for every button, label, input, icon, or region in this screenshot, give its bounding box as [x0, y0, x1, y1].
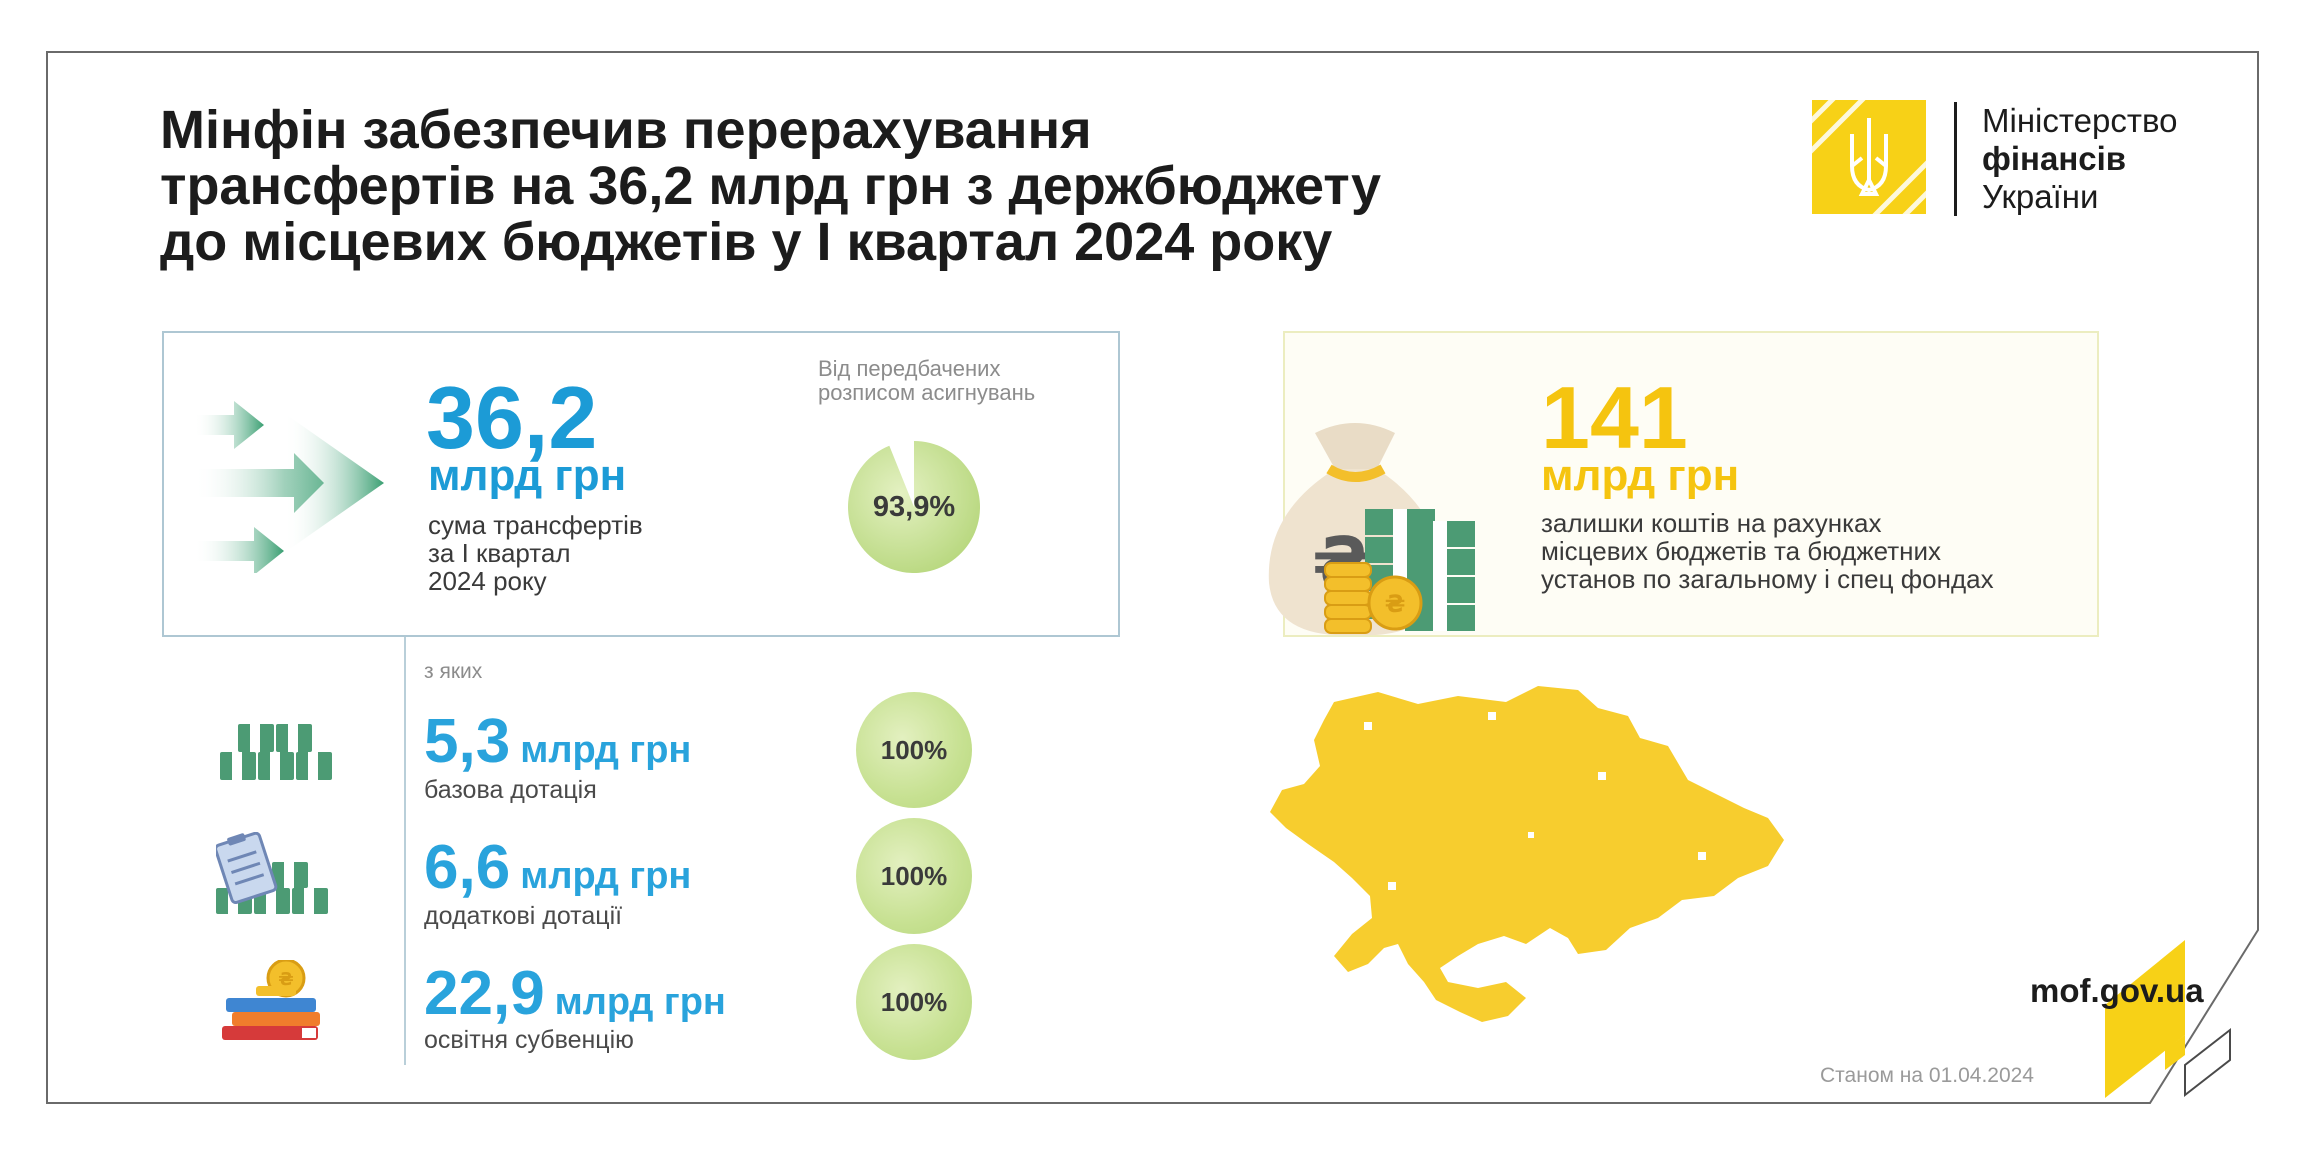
balances-value: 141	[1541, 368, 1688, 467]
execution-pie-chart	[848, 441, 981, 573]
money-stacks-icon	[220, 724, 332, 780]
local-balances-card: ₴ ₴ 141 млрд грн залишки коштів на рахун…	[1268, 331, 2099, 637]
description-line: 2024 року	[428, 566, 547, 596]
execution-percent-label: 93,9%	[872, 491, 956, 523]
additional-grants-label: додаткові дотації	[424, 902, 623, 930]
value-unit: млрд грн	[520, 855, 692, 897]
additional-grants-percent-badge: 100%	[856, 818, 972, 934]
corner-outline	[2184, 1027, 2231, 1098]
svg-text:₴: ₴	[278, 969, 293, 990]
value-number: 5,3	[424, 707, 511, 776]
value-unit: млрд грн	[520, 729, 692, 771]
description-line: за I квартал	[428, 538, 571, 568]
corner-accent-small	[2165, 1035, 2185, 1070]
trident-emblem-icon	[1812, 100, 1926, 214]
page-title: Мінфін забезпечив перерахування трансфер…	[160, 102, 1560, 270]
total-transfers-unit: млрд грн	[428, 451, 627, 500]
as-of-date: Станом на 01.04.2024	[1820, 1064, 2034, 1087]
value-number: 22,9	[424, 959, 545, 1028]
transfers-summary-card: 36,2 млрд грн сума трансфертів за I квар…	[162, 331, 1120, 637]
logo-line-3: України	[1982, 178, 2099, 215]
basic-grant-percent-badge: 100%	[856, 692, 972, 808]
of-which-label: з яких	[424, 660, 483, 683]
description-line: установ по загальному і спец фондах	[1541, 564, 1994, 594]
ukraine-map-icon	[1270, 686, 1784, 1022]
svg-text:₴: ₴	[1385, 590, 1406, 618]
basic-grant-value: 5,3 млрд грн	[424, 706, 691, 777]
note-line: розписом асигнувань	[818, 380, 1036, 405]
balances-description: залишки коштів на рахунках місцевих бюдж…	[1541, 509, 2081, 593]
additional-grants-value: 6,6 млрд грн	[424, 832, 691, 903]
total-transfers-description: сума трансфертів за I квартал 2024 року	[428, 511, 728, 595]
money-bag-icon: ₴ ₴	[1268, 423, 1475, 636]
title-line: до місцевих бюджетів у I квартал 2024 ро…	[160, 212, 1333, 272]
corner-accent	[2105, 940, 2185, 1098]
arrows-icon	[194, 401, 384, 573]
education-subvention-percent-badge: 100%	[856, 944, 972, 1060]
description-line: сума трансфертів	[428, 510, 643, 540]
ministry-logo[interactable]: Міністерство фінансів України	[1812, 100, 2232, 220]
basic-grant-label: базова дотація	[424, 776, 597, 804]
books-coin-icon: ₴	[222, 960, 320, 1040]
allocation-reference-note: Від передбачених розписом асигнувань	[818, 357, 1098, 405]
website-link[interactable]: mof.gov.ua	[2030, 972, 2204, 1009]
title-line: Мінфін забезпечив перерахування	[160, 100, 1092, 160]
breakdown-divider	[404, 637, 406, 1065]
logo-line-2: фінансів	[1982, 140, 2127, 177]
logo-divider	[1954, 102, 1957, 216]
education-subvention-label: освітня субвенцію	[424, 1026, 634, 1054]
value-unit: млрд грн	[554, 981, 726, 1023]
logo-line-1: Міністерство	[1982, 102, 2178, 139]
title-line: трансфертів на 36,2 млрд грн з держбюдже…	[160, 156, 1382, 216]
logo-text: Міністерство фінансів України	[1982, 102, 2177, 216]
pie-slice	[848, 441, 981, 573]
balances-unit: млрд грн	[1541, 451, 1740, 500]
description-line: залишки коштів на рахунках	[1541, 508, 1882, 538]
note-line: Від передбачених	[818, 356, 1001, 381]
education-subvention-value: 22,9 млрд грн	[424, 958, 726, 1029]
total-transfers-value: 36,2	[426, 368, 598, 467]
value-number: 6,6	[424, 833, 511, 902]
clipboard-money-icon	[216, 832, 328, 914]
description-line: місцевих бюджетів та бюджетних	[1541, 536, 1942, 566]
